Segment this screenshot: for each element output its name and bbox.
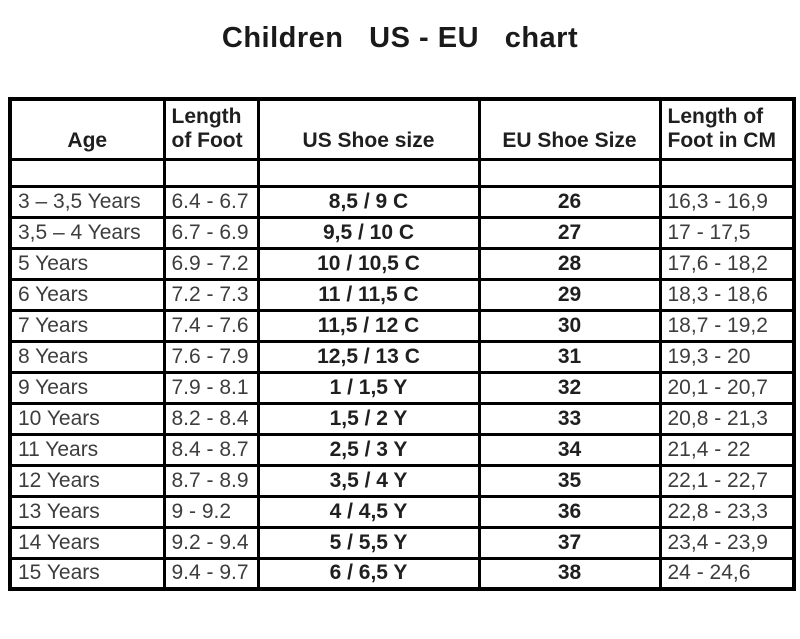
cell-length-foot-cm: 22,1 - 22,7 <box>658 463 796 498</box>
cell-us-shoe-size: 11,5 / 12 C <box>256 308 481 343</box>
cell-age: 14 Years <box>8 525 166 560</box>
cell-length-foot-cm: 23,4 - 23,9 <box>658 525 796 560</box>
header-us-shoe-size: US Shoe size <box>256 97 481 161</box>
cell-eu-shoe-size: 28 <box>477 246 662 281</box>
cell-length-foot-cm: 20,1 - 20,7 <box>658 370 796 405</box>
cell-length-of-foot: 6.7 - 6.9 <box>162 215 260 250</box>
cell-age: 11 Years <box>8 432 166 467</box>
cell-length-of-foot: 9.2 - 9.4 <box>162 525 260 560</box>
cell-age: 9 Years <box>8 370 166 405</box>
cell-age: 3,5 – 4 Years <box>8 215 166 250</box>
cell-eu-shoe-size: 34 <box>477 432 662 467</box>
cell-length-foot-cm: 24 - 24,6 <box>658 556 796 591</box>
cell-age: 12 Years <box>8 463 166 498</box>
page-title: Children US - EU chart <box>221 22 579 54</box>
table-row: 11 Years 8.4 - 8.7 2,5 / 3 Y 34 21,4 - 22 <box>8 432 796 467</box>
cell-age: 3 – 3,5 Years <box>8 184 166 219</box>
table-row: 5 Years 6.9 - 7.2 10 / 10,5 C 28 17,6 - 18,2 <box>8 246 796 281</box>
cell-length-foot-cm: 17,6 - 18,2 <box>658 246 796 281</box>
cell-eu-shoe-size: 27 <box>477 215 662 250</box>
cell-age: 15 Years <box>8 556 166 591</box>
cell-length-of-foot: 9 - 9.2 <box>162 494 260 529</box>
spacer-cell <box>162 157 260 188</box>
cell-length-of-foot: 7.4 - 7.6 <box>162 308 260 343</box>
table-row: 6 Years 7.2 - 7.3 11 / 11,5 C 29 18,3 - 18,6 <box>8 277 796 312</box>
cell-age: 6 Years <box>8 277 166 312</box>
spacer-cell <box>8 157 166 188</box>
header-length-foot-cm: Length of Foot in CM <box>658 97 796 161</box>
table-row: 8 Years 7.6 - 7.9 12,5 / 13 C 31 19,3 - 20 <box>8 339 796 374</box>
cell-eu-shoe-size: 35 <box>477 463 662 498</box>
table-row: 10 Years 8.2 - 8.4 1,5 / 2 Y 33 20,8 - 21,3 <box>8 401 796 436</box>
cell-us-shoe-size: 3,5 / 4 Y <box>256 463 481 498</box>
cell-length-foot-cm: 19,3 - 20 <box>658 339 796 374</box>
cell-us-shoe-size: 2,5 / 3 Y <box>256 432 481 467</box>
cell-eu-shoe-size: 37 <box>477 525 662 560</box>
cell-eu-shoe-size: 36 <box>477 494 662 529</box>
table-row: 14 Years 9.2 - 9.4 5 / 5,5 Y 37 23,4 - 23,9 <box>8 525 796 560</box>
cell-length-of-foot: 6.9 - 7.2 <box>162 246 260 281</box>
cell-length-of-foot: 7.6 - 7.9 <box>162 339 260 374</box>
cell-age: 10 Years <box>8 401 166 436</box>
table-row: 3 – 3,5 Years 6.4 - 6.7 8,5 / 9 C 26 16,3 - … <box>8 184 796 219</box>
cell-us-shoe-size: 1,5 / 2 Y <box>256 401 481 436</box>
header-length-of-foot: Length of Foot <box>162 97 260 161</box>
table-row: 7 Years 7.4 - 7.6 11,5 / 12 C 30 18,7 - 19,2 <box>8 308 796 343</box>
cell-length-of-foot: 8.7 - 8.9 <box>162 463 260 498</box>
table-row: 9 Years 7.9 - 8.1 1 / 1,5 Y 32 20,1 - 20,7 <box>8 370 796 405</box>
cell-length-foot-cm: 18,3 - 18,6 <box>658 277 796 312</box>
table-row: 15 Years 9.4 - 9.7 6 / 6,5 Y 38 24 - 24,6 <box>8 556 796 591</box>
cell-length-of-foot: 9.4 - 9.7 <box>162 556 260 591</box>
cell-length-foot-cm: 17 - 17,5 <box>658 215 796 250</box>
cell-us-shoe-size: 8,5 / 9 C <box>256 184 481 219</box>
table-header-row: Age Length of Foot US Shoe size EU Shoe … <box>8 97 796 161</box>
cell-age: 8 Years <box>8 339 166 374</box>
table-row: 13 Years 9 - 9.2 4 / 4,5 Y 36 22,8 - 23,3 <box>8 494 796 529</box>
cell-eu-shoe-size: 30 <box>477 308 662 343</box>
cell-length-of-foot: 8.4 - 8.7 <box>162 432 260 467</box>
cell-length-foot-cm: 18,7 - 19,2 <box>658 308 796 343</box>
cell-us-shoe-size: 5 / 5,5 Y <box>256 525 481 560</box>
cell-age: 13 Years <box>8 494 166 529</box>
cell-us-shoe-size: 10 / 10,5 C <box>256 246 481 281</box>
spacer-cell <box>256 157 481 188</box>
cell-us-shoe-size: 1 / 1,5 Y <box>256 370 481 405</box>
size-chart-table: Age Length of Foot US Shoe size EU Shoe … <box>8 97 796 591</box>
cell-length-foot-cm: 16,3 - 16,9 <box>658 184 796 219</box>
cell-us-shoe-size: 12,5 / 13 C <box>256 339 481 374</box>
cell-length-foot-cm: 22,8 - 23,3 <box>658 494 796 529</box>
spacer-row <box>8 157 796 188</box>
cell-eu-shoe-size: 38 <box>477 556 662 591</box>
cell-eu-shoe-size: 26 <box>477 184 662 219</box>
table-body: 3 – 3,5 Years 6.4 - 6.7 8,5 / 9 C 26 16,3 - … <box>8 184 796 591</box>
table-row: 3,5 – 4 Years 6.7 - 6.9 9,5 / 10 C 27 17 - 1… <box>8 215 796 250</box>
header-eu-shoe-size: EU Shoe Size <box>477 97 662 161</box>
cell-length-of-foot: 7.2 - 7.3 <box>162 277 260 312</box>
cell-us-shoe-size: 11 / 11,5 C <box>256 277 481 312</box>
cell-us-shoe-size: 4 / 4,5 Y <box>256 494 481 529</box>
header-age: Age <box>8 97 166 161</box>
spacer-cell <box>477 157 662 188</box>
cell-eu-shoe-size: 33 <box>477 401 662 436</box>
cell-eu-shoe-size: 31 <box>477 339 662 374</box>
cell-length-of-foot: 7.9 - 8.1 <box>162 370 260 405</box>
cell-eu-shoe-size: 32 <box>477 370 662 405</box>
cell-length-foot-cm: 21,4 - 22 <box>658 432 796 467</box>
table-row: 12 Years 8.7 - 8.9 3,5 / 4 Y 35 22,1 - 22,7 <box>8 463 796 498</box>
cell-length-foot-cm: 20,8 - 21,3 <box>658 401 796 436</box>
cell-age: 7 Years <box>8 308 166 343</box>
cell-us-shoe-size: 6 / 6,5 Y <box>256 556 481 591</box>
cell-eu-shoe-size: 29 <box>477 277 662 312</box>
cell-age: 5 Years <box>8 246 166 281</box>
cell-length-of-foot: 8.2 - 8.4 <box>162 401 260 436</box>
cell-length-of-foot: 6.4 - 6.7 <box>162 184 260 219</box>
spacer-cell <box>658 157 796 188</box>
cell-us-shoe-size: 9,5 / 10 C <box>256 215 481 250</box>
